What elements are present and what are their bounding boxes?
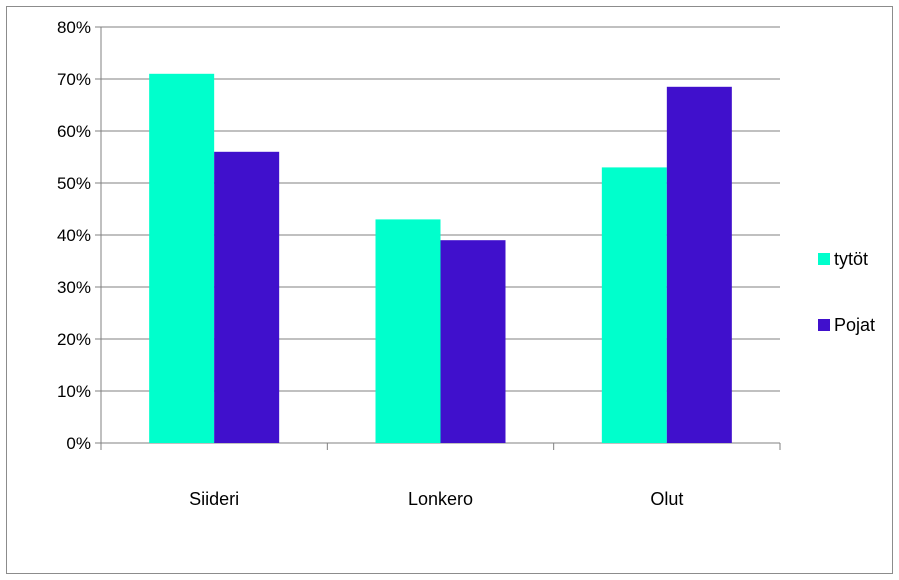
legend-swatch <box>818 319 830 331</box>
x-category-label: Lonkero <box>408 489 473 509</box>
bar-tytöt-Olut <box>601 167 667 443</box>
legend-swatch <box>818 253 830 265</box>
y-tick-label: 80% <box>57 18 91 37</box>
y-tick-label: 10% <box>57 382 91 401</box>
y-tick-label: 40% <box>57 226 91 245</box>
y-tick-label: 30% <box>57 278 91 297</box>
y-tick-label: 70% <box>57 70 91 89</box>
x-category-label: Olut <box>650 489 683 509</box>
legend-label: Pojat <box>834 315 875 335</box>
y-tick-label: 0% <box>66 434 91 453</box>
bar-Pojat-Olut <box>666 86 732 444</box>
x-category-label: Siideri <box>189 489 239 509</box>
bar-tytöt-Lonkero <box>375 219 441 443</box>
bar-Pojat-Lonkero <box>440 240 506 443</box>
y-tick-label: 20% <box>57 330 91 349</box>
legend-label: tytöt <box>834 249 868 269</box>
bar-tytöt-Siideri <box>149 73 215 444</box>
bar-Pojat-Siideri <box>214 151 280 444</box>
y-tick-label: 50% <box>57 174 91 193</box>
y-tick-label: 60% <box>57 122 91 141</box>
